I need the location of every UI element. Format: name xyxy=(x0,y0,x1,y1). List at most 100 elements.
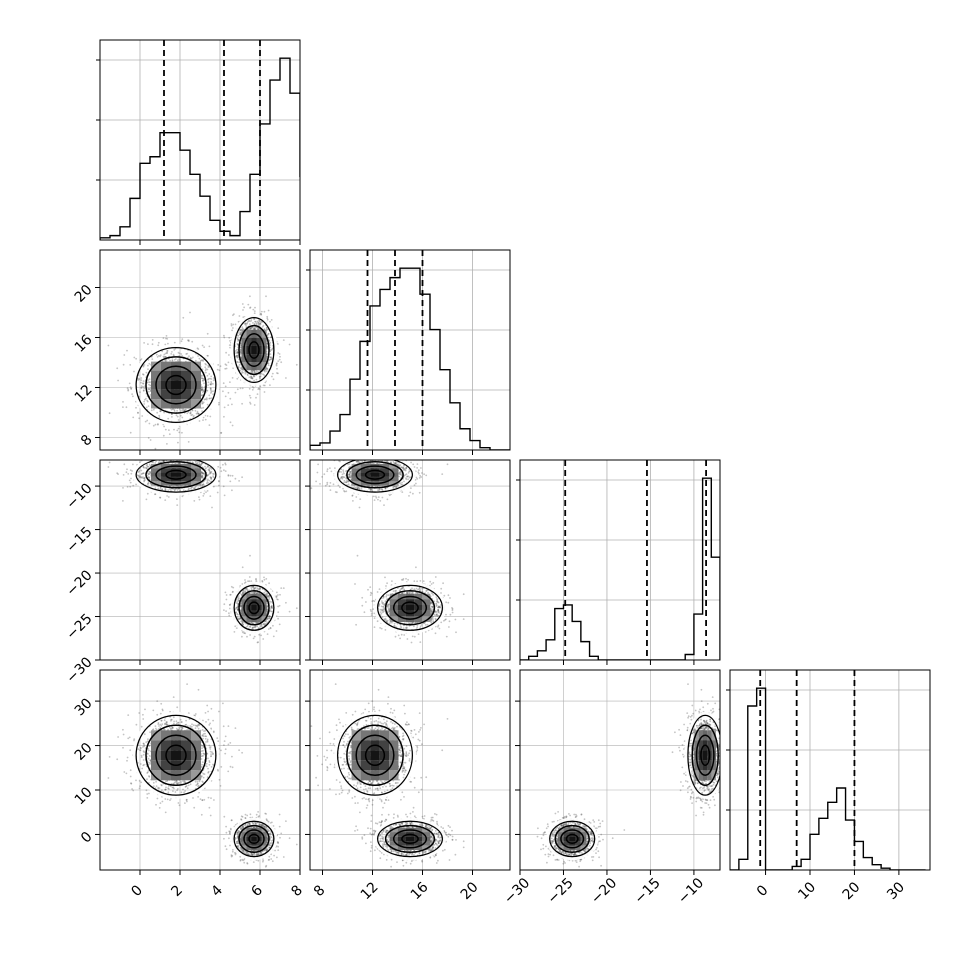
sample-point xyxy=(236,607,239,609)
sample-point xyxy=(179,359,182,362)
sample-point xyxy=(257,388,260,390)
sample-point xyxy=(210,476,213,479)
sample-point xyxy=(229,480,232,483)
sample-point xyxy=(280,361,283,364)
sample-point xyxy=(206,403,209,406)
sample-point xyxy=(265,370,268,373)
sample-point xyxy=(234,356,237,358)
sample-point xyxy=(163,356,166,358)
sample-point xyxy=(166,350,169,352)
sample-point xyxy=(143,398,146,401)
sample-point xyxy=(269,356,271,359)
sample-point xyxy=(171,360,174,362)
sample-point xyxy=(266,346,269,349)
sample-point xyxy=(246,625,249,628)
sample-point xyxy=(159,487,162,489)
sample-point xyxy=(200,462,203,464)
sample-point xyxy=(200,389,203,391)
sample-point xyxy=(164,455,166,457)
sample-point xyxy=(216,491,219,494)
sample-point xyxy=(268,598,271,600)
sample-point xyxy=(161,488,164,491)
sample-point xyxy=(189,311,191,314)
sample-point xyxy=(244,322,247,325)
histogram-panel-0 xyxy=(96,39,301,241)
sample-point xyxy=(147,482,150,484)
histogram-step-line xyxy=(100,57,300,240)
sample-point xyxy=(241,583,244,585)
sample-point xyxy=(249,626,252,628)
sample-point xyxy=(201,471,203,474)
sample-point xyxy=(159,354,162,356)
sample-point xyxy=(196,410,199,413)
sample-point xyxy=(251,626,254,629)
sample-point xyxy=(259,323,262,326)
sample-point xyxy=(239,387,242,390)
sample-point xyxy=(275,596,278,598)
sample-point xyxy=(255,378,258,381)
sample-point xyxy=(236,352,239,355)
sample-point xyxy=(163,411,166,414)
sample-point xyxy=(209,397,212,400)
sample-point xyxy=(261,326,264,328)
sample-point xyxy=(163,353,166,356)
sample-point xyxy=(219,466,222,469)
sample-point xyxy=(198,420,201,422)
sample-point xyxy=(132,416,135,419)
sample-point xyxy=(261,321,263,323)
sample-point xyxy=(178,408,181,410)
sample-point xyxy=(246,322,249,325)
sample-point xyxy=(258,633,261,636)
sample-point xyxy=(128,479,131,482)
sample-point xyxy=(162,454,164,456)
sample-point xyxy=(264,370,266,373)
sample-point xyxy=(212,379,215,382)
sample-point xyxy=(266,605,269,607)
sample-point xyxy=(240,610,242,612)
sample-point xyxy=(263,578,266,581)
sample-point xyxy=(205,467,208,469)
sample-point xyxy=(203,456,205,458)
density-cell xyxy=(181,361,191,371)
sample-point xyxy=(180,353,183,355)
sample-point xyxy=(206,415,209,417)
sample-point xyxy=(149,471,152,474)
sample-point xyxy=(176,489,179,491)
sample-point xyxy=(196,347,199,350)
sample-point xyxy=(253,310,256,312)
sample-point xyxy=(218,403,220,406)
sample-point xyxy=(231,377,234,379)
sample-point xyxy=(263,374,265,376)
sample-point xyxy=(196,412,199,414)
sample-point xyxy=(168,456,170,458)
sample-point xyxy=(208,424,211,426)
sample-point xyxy=(156,456,158,458)
sample-point xyxy=(238,480,241,482)
sample-point xyxy=(126,387,129,390)
sample-point xyxy=(275,364,278,367)
density-cell xyxy=(246,354,252,363)
sample-point xyxy=(202,379,204,382)
sample-point xyxy=(147,405,150,407)
sample-point xyxy=(223,406,226,409)
sample-point xyxy=(270,319,273,321)
sample-point xyxy=(210,470,213,473)
sample-point xyxy=(138,458,140,460)
sample-point xyxy=(272,378,275,381)
sample-point xyxy=(143,480,146,483)
sample-point xyxy=(279,593,281,596)
sample-point xyxy=(154,493,157,495)
sample-point xyxy=(200,388,203,391)
sample-point xyxy=(248,376,251,378)
histogram-frame xyxy=(309,249,511,451)
sample-point xyxy=(140,387,143,389)
density-cell xyxy=(171,380,181,390)
sample-point xyxy=(241,371,244,373)
sample-point xyxy=(212,485,215,488)
sample-point xyxy=(249,320,252,323)
sample-point xyxy=(207,381,210,384)
sample-point xyxy=(251,385,254,388)
sample-point xyxy=(251,377,254,380)
sample-point xyxy=(210,397,213,399)
sample-point xyxy=(248,320,251,323)
